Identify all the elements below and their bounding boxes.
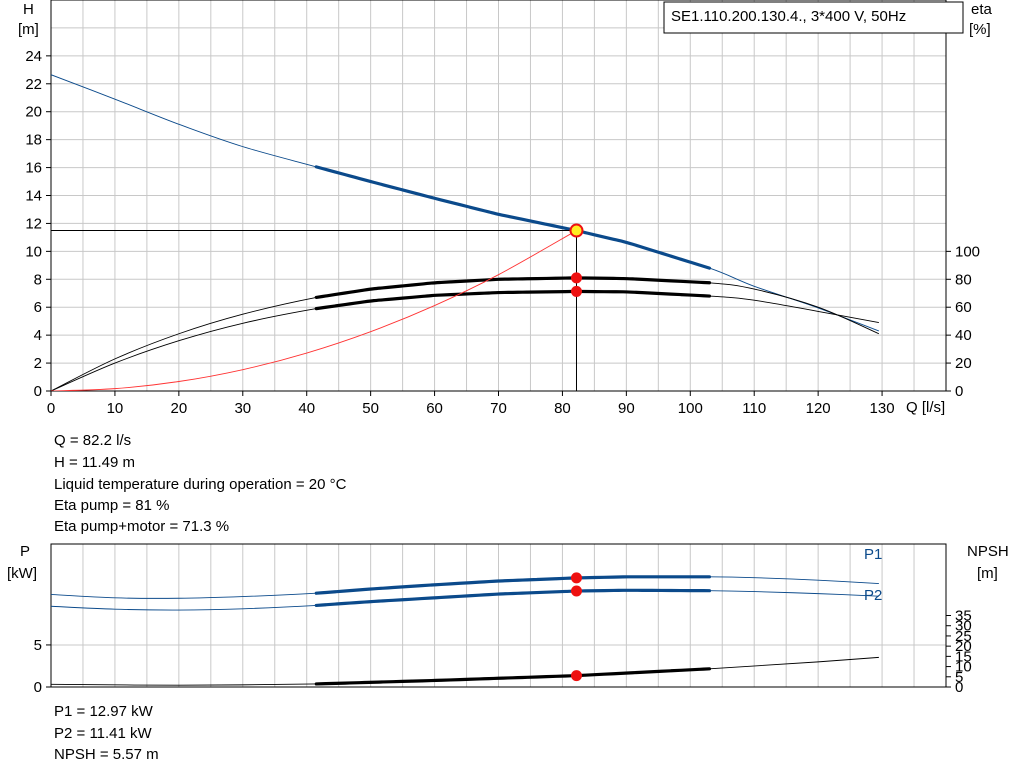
x-tick-label-upper: 0 xyxy=(47,400,55,417)
y-left-tick-label-upper: 22 xyxy=(25,76,42,93)
y-right-tick-label-upper: 40 xyxy=(955,327,972,344)
y-left-tick-label-upper: 20 xyxy=(25,104,42,121)
series-group-upper xyxy=(51,74,880,391)
y-right-tick-label-lower: 15 xyxy=(955,648,972,665)
eta-pump-point xyxy=(570,272,582,284)
info-eta-pump-motor: Eta pump+motor = 71.3 % xyxy=(54,518,229,535)
x-tick-label-upper: 80 xyxy=(554,400,571,417)
lower-y-right-unit: [m] xyxy=(977,565,998,582)
title-box xyxy=(663,1,964,34)
info-h: H = 11.49 m xyxy=(54,454,135,471)
series-operating-range-lower-0 xyxy=(314,575,712,595)
y-right-tick-label-lower: 20 xyxy=(955,638,972,655)
y-right-tick-label-lower: 30 xyxy=(955,618,972,635)
x-tick-label-upper: 90 xyxy=(618,400,635,417)
info-p1: P1 = 12.97 kW xyxy=(54,703,154,720)
x-tick-label-upper: 70 xyxy=(490,400,507,417)
p2-point xyxy=(570,585,582,597)
title-box-text: SE1.110.200.130.4., 3*400 V, 50Hz xyxy=(671,8,906,25)
x-tick-label-upper: 50 xyxy=(362,400,379,417)
series-operating-range-lower-1 xyxy=(314,588,712,608)
y-left-tick-label-upper: 6 xyxy=(34,299,42,316)
y-right-tick-label-lower: 35 xyxy=(955,608,972,625)
p1-point xyxy=(570,572,582,584)
upper-y-right-label: eta xyxy=(971,1,993,18)
upper-y-right-unit: [%] xyxy=(969,21,991,38)
y-left-tick-label-upper: 14 xyxy=(25,188,42,205)
upper-x-label: Q [l/s] xyxy=(906,399,945,416)
lower-y-left-label: P xyxy=(20,543,30,560)
series-operating-range-upper-0 xyxy=(314,165,712,270)
y-right-tick-label-upper: 80 xyxy=(955,271,972,288)
eta-pump-motor-point xyxy=(570,285,582,297)
x-tick-label-upper: 20 xyxy=(171,400,188,417)
info-npsh: NPSH = 5.57 m xyxy=(54,746,159,763)
y-right-tick-label-upper: 100 xyxy=(955,243,980,260)
y-left-tick-label-upper: 18 xyxy=(25,132,42,149)
y-right-tick-label-lower: 25 xyxy=(955,628,972,645)
y-left-tick-label-upper: 0 xyxy=(34,383,42,400)
y-right-tick-label-lower: 10 xyxy=(955,659,972,676)
x-tick-label-upper: 100 xyxy=(678,400,703,417)
series-operating-range-upper-2 xyxy=(314,289,712,311)
y-left-tick-label-upper: 2 xyxy=(34,355,42,372)
lower-y-left-unit: [kW] xyxy=(7,565,37,582)
y-left-tick-label-upper: 12 xyxy=(25,215,42,232)
x-tick-label-upper: 30 xyxy=(234,400,251,417)
y-left-tick-label-upper: 8 xyxy=(34,271,42,288)
npsh-point xyxy=(570,670,582,682)
y-right-tick-label-upper: 20 xyxy=(955,355,972,372)
x-tick-label-upper: 120 xyxy=(806,400,831,417)
series-curve-upper-3 xyxy=(51,230,577,391)
info-eta-pump: Eta pump = 81 % xyxy=(54,497,170,514)
series-group-lower xyxy=(51,575,879,686)
upper-y-left-unit: [m] xyxy=(18,21,39,38)
upper-chart: 0 10 20 30 40 50 60 70 80 90 100 110 120 130024681012… xyxy=(25,0,980,417)
duty-point xyxy=(569,223,584,238)
y-left-tick-label-upper: 16 xyxy=(25,160,42,177)
info-liquid-temp: Liquid temperature during operation = 20… xyxy=(54,476,347,493)
y-right-tick-label-lower: 5 xyxy=(955,669,963,686)
y-left-tick-label-upper: 24 xyxy=(25,48,42,65)
y-left-tick-label-upper: 10 xyxy=(25,243,42,260)
y-left-tick-label-lower: 0 xyxy=(34,679,42,696)
y-right-tick-label-lower: 0 xyxy=(955,679,963,696)
x-tick-label-upper: 130 xyxy=(870,400,895,417)
series-label-p1: P1 xyxy=(864,546,882,563)
x-tick-label-upper: 110 xyxy=(742,400,766,417)
x-tick-label-upper: 40 xyxy=(298,400,315,417)
lower-y-right-label: NPSH xyxy=(967,543,1009,560)
y-right-tick-label-upper: 0 xyxy=(955,383,963,400)
y-left-tick-label-lower: 5 xyxy=(34,637,42,654)
y-left-tick-label-upper: 4 xyxy=(34,327,42,344)
x-tick-label-upper: 10 xyxy=(107,400,124,417)
y-right-tick-label-upper: 60 xyxy=(955,299,972,316)
series-operating-range-upper-1 xyxy=(314,276,712,300)
series-operating-range-lower-2 xyxy=(314,667,712,686)
info-q: Q = 82.2 l/s xyxy=(54,432,131,449)
upper-y-left-label: H xyxy=(23,1,34,18)
series-label-p2: P2 xyxy=(864,587,882,604)
info-p2: P2 = 11.41 kW xyxy=(54,725,153,742)
x-tick-label-upper: 60 xyxy=(426,400,443,417)
